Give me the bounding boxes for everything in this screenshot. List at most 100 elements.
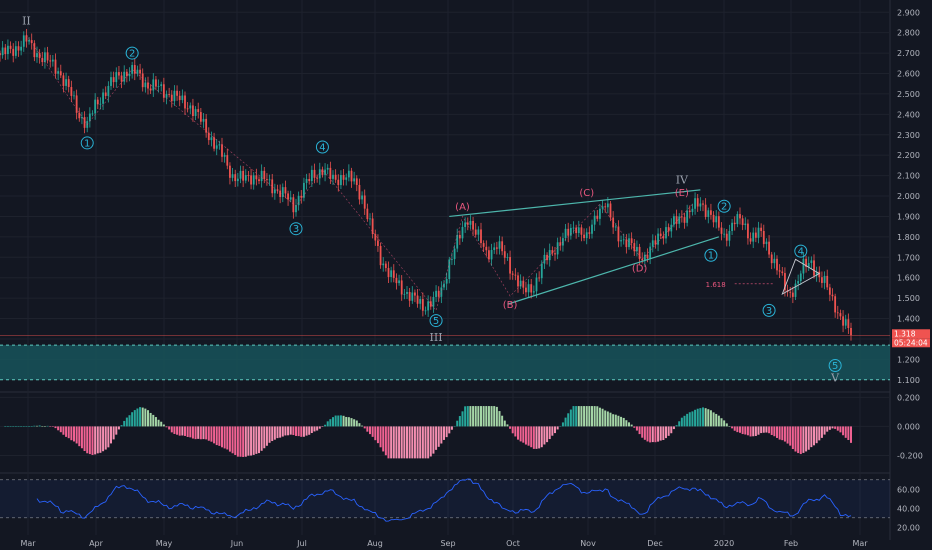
candle-body [458,234,461,239]
wave-label-impulse: 4 [798,247,804,258]
macd-bar [17,426,20,427]
macd-bar [308,426,311,435]
candle-body [628,238,630,248]
macd-bar [347,417,350,427]
candle-body [725,233,728,241]
macd-bar [651,426,654,443]
candle-body [437,290,440,297]
candle-body [662,236,665,239]
candle-body [532,291,535,293]
candle-body [495,247,498,249]
candle-body [432,296,435,307]
macd-bar [263,426,266,449]
candle-body [556,242,559,255]
macd-bar [62,426,65,435]
macd-bar [324,424,327,427]
candle-body [303,182,305,198]
wave-label-impulse: 5 [832,361,838,372]
candle-body [91,113,94,115]
candle-body [242,170,245,181]
candle-body [318,169,321,179]
candle-body [355,178,358,185]
macd-bar [826,426,829,432]
countdown-tag [892,338,930,348]
macd-bar [107,426,110,448]
macd-bar [712,412,715,427]
candle-body [448,259,451,279]
candle-body [517,275,519,287]
candle-body [321,169,324,175]
fib-label: 1.618 [706,281,726,289]
macd-bar [760,426,763,434]
macd-bar [762,426,765,433]
candle-body [535,277,538,292]
wave-label-circle [315,140,329,154]
macd-bar [91,426,94,455]
macd-bar [38,425,41,427]
candle-body [456,234,459,249]
y-tick-label: 2.500 [897,90,920,99]
candle-body [38,53,41,58]
macd-bar [355,420,358,427]
macd-bar [572,406,575,427]
candle-body [239,170,242,179]
macd-bar [577,406,580,427]
candle-body [548,250,551,261]
macd-bar [236,426,239,457]
macd-bar [704,408,707,427]
macd-bar [696,408,699,427]
macd-bar [366,426,369,432]
candle-body [408,291,411,301]
candle-body [612,217,615,228]
candle-body [443,283,445,288]
candle-body [477,229,480,235]
macd-bar [170,426,173,433]
candle-body [464,222,467,227]
candle-body [760,227,763,231]
candle-body [387,268,390,277]
macd-bar [255,426,258,454]
macd-bar [728,426,731,427]
macd-bar [176,426,179,435]
macd-bar [662,426,665,441]
macd-bar [818,426,821,441]
candle-body [564,228,567,239]
candle-body [680,216,683,218]
macd-bar [643,426,646,440]
candle-body [797,281,800,284]
candle-body [83,117,86,128]
macd-bar [469,406,472,427]
macd-bar [776,426,778,438]
candle-body [406,291,408,294]
candle-body [646,254,649,259]
macd-bar [591,406,593,427]
candle-body [152,79,155,91]
candle-body [62,75,65,86]
candle-body [28,40,30,42]
macd-bar [511,426,514,434]
candle-body [506,257,509,258]
macd-bar [102,426,105,452]
macd-bar [178,426,181,436]
candle-body [509,257,511,274]
macd-bar [115,426,118,435]
macd-bar [739,426,741,433]
candle-body [601,206,604,209]
candle-body [810,260,813,263]
candle-body [667,227,670,232]
macd-bar [622,417,625,427]
candle-body [197,109,200,113]
macd-bar [493,406,496,427]
candle-body [281,187,284,197]
macd-bar [628,422,630,427]
candle-body [176,90,178,96]
macd-bar [532,426,535,449]
candle-body [392,270,395,278]
candle-body [334,174,337,180]
wave-label-impulse: 5 [433,316,439,327]
candle-body [379,245,382,266]
candle-body [707,210,710,217]
macd-bar [606,411,609,427]
candle-body [699,203,702,207]
